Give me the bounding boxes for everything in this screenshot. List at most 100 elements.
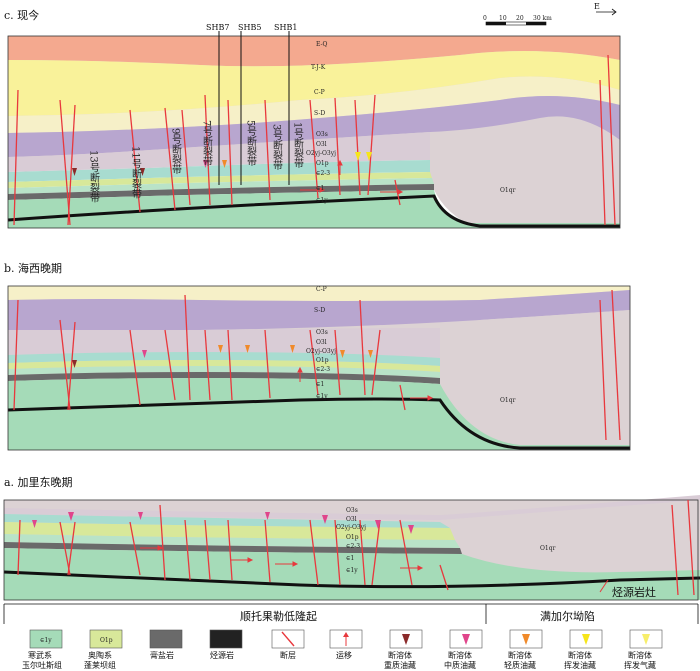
- b-layer-basin-fill: [440, 310, 630, 438]
- c-label-cam1: ∈1: [316, 185, 324, 192]
- c-layer-cam23: [8, 178, 434, 194]
- b-migration: [297, 366, 434, 401]
- scale-tick-10: 10: [499, 15, 507, 22]
- c-layer-source: [7, 194, 620, 228]
- a-layer-salt: [4, 542, 462, 554]
- c-well-label-shb7: SHB7: [206, 23, 229, 32]
- legend-label-7b: 重质油藏: [384, 660, 416, 670]
- legend-label-4: 烃源岩: [210, 650, 234, 660]
- b-layer-source: [7, 397, 630, 450]
- legend-label-9b: 轻质油藏: [504, 660, 536, 670]
- c-volatile-oil: [355, 152, 361, 161]
- legend-swatch-cam1y: [29, 629, 63, 649]
- b-label-cam1y: ∈1y: [316, 393, 328, 400]
- c-fault-zone-9: 9号断裂带: [170, 128, 182, 175]
- c-fault-zone-7: 7号断裂带: [201, 120, 213, 167]
- scale-bar: 0 10 20 30 km: [483, 15, 552, 26]
- panel-c: E-Q T-J-K C-P S-D O3s O3l O2yj-O3yj O1p …: [4, 2, 621, 229]
- legend-volatile-gas-mark: [642, 634, 650, 645]
- c-label-o3l: O3l: [316, 141, 327, 148]
- b-label-oqr: O1qr: [500, 397, 516, 404]
- a-layer-cam23: [4, 534, 460, 548]
- legend-volatile-oil-mark: [582, 634, 590, 645]
- a-source-leader: [599, 579, 609, 593]
- legend: ∈1y 寒武系 玉尔吐斯组 O1p 奥陶系 蓬莱坝组 膏盐岩 烃源岩 断层 运移…: [22, 629, 663, 670]
- legend-label-10a: 断溶体: [568, 650, 592, 660]
- c-label-cam23: ∈2-3: [316, 170, 330, 177]
- b-label-oyj: O2yj-O3yj: [306, 348, 336, 355]
- b-frame: [7, 285, 631, 451]
- b-label-cam23: ∈2-3: [316, 366, 330, 373]
- b-light-oil: [245, 345, 250, 353]
- legend-medium-oil-mark: [462, 634, 470, 645]
- a-layer-oyj: [4, 514, 450, 528]
- legend-heavy-oil-mark: [402, 634, 410, 645]
- legend-label-8a: 断溶体: [448, 650, 472, 660]
- legend-symbol-op: O1p: [100, 637, 113, 644]
- c-label-op: O1p: [316, 160, 329, 167]
- b-light-oil: [218, 345, 223, 353]
- c-fault-zone-1: 1号断裂带: [292, 122, 304, 169]
- c-heavy-oil: [140, 168, 145, 176]
- a-medium-oil: [375, 520, 381, 529]
- c-reservoirs: [72, 152, 372, 176]
- c-layer-salt: [8, 184, 434, 200]
- scale-tick-30: 30 km: [533, 15, 552, 22]
- c-frame: [7, 35, 621, 229]
- scale-tick-20: 20: [516, 15, 524, 22]
- legend-swatch-source: [209, 629, 243, 649]
- b-layer-sd: [8, 290, 630, 330]
- a-label-op: O1p: [346, 534, 359, 541]
- a-label-o3s: O3s: [346, 507, 358, 514]
- c-label-tjk: T-J-K: [311, 64, 326, 71]
- a-layer-cam1: [4, 548, 700, 600]
- b-heavy-oil: [72, 360, 77, 368]
- b-layer-salt: [8, 372, 440, 384]
- a-reservoirs: [32, 512, 414, 534]
- a-label-cam1: ∈1: [346, 555, 354, 562]
- b-label-sd: S-D: [314, 307, 325, 314]
- c-label-oyj: O2yj-O3yj: [306, 150, 336, 157]
- c-light-oil: [222, 160, 227, 168]
- c-heavy-oil: [72, 168, 77, 176]
- a-layer-source: [3, 570, 700, 589]
- direction-arrow-label: E: [594, 2, 600, 11]
- a-label-o3l: O3l: [346, 516, 357, 523]
- b-reservoirs: [72, 345, 373, 368]
- panel-a: O3s O3l O2yj-O3yj O1p ∈2-3 ∈1 ∈1y O1qr 烃…: [3, 476, 700, 601]
- b-label-cp: C-P: [316, 286, 327, 293]
- a-label-cam1y: ∈1y: [346, 567, 358, 574]
- b-layer-cp: [8, 286, 630, 301]
- a-panel-title: a. 加里东晚期: [4, 476, 73, 489]
- c-fault-zone-11: 11号断裂带: [130, 146, 142, 200]
- c-well-label-shb5: SHB5: [238, 23, 261, 32]
- legend-swatch-op: [89, 629, 123, 649]
- c-layer-eq: [8, 36, 620, 67]
- legend-label-11b: 挥发气藏: [624, 660, 656, 670]
- c-label-cp: C-P: [314, 89, 325, 96]
- c-layer-sd: [8, 96, 620, 157]
- b-light-oil: [340, 350, 345, 358]
- c-label-eq: E-Q: [316, 41, 328, 48]
- b-layer-cam23: [8, 366, 440, 378]
- a-migration: [140, 545, 424, 571]
- region-shuntuoguole: 顺托果勒低隆起: [240, 609, 317, 623]
- a-layer-op: [4, 522, 455, 540]
- a-layer-o3: [4, 495, 700, 520]
- a-label-oyj: O2yj-O3yj: [336, 524, 366, 531]
- b-faults: [13, 289, 621, 441]
- a-source-kitchen-label: 烃源岩灶: [612, 585, 656, 599]
- c-label-sd: S-D: [314, 110, 325, 117]
- b-light-oil: [290, 345, 295, 353]
- legend-label-11a: 断溶体: [628, 650, 652, 660]
- legend-label-1b: 玉尔吐斯组: [22, 660, 62, 670]
- legend-label-2a: 奥陶系: [88, 650, 112, 660]
- a-label-oqr: O1qr: [540, 545, 556, 552]
- legend-label-8b: 中质油藏: [444, 660, 476, 670]
- region-bar: 顺托果勒低隆起 满加尔坳陷: [3, 603, 699, 624]
- legend-label-1a: 寒武系: [28, 650, 52, 660]
- b-label-o3s: O3s: [316, 329, 328, 336]
- a-label-cam23: ∈2-3: [346, 543, 360, 550]
- legend-label-10b: 挥发油藏: [564, 660, 596, 670]
